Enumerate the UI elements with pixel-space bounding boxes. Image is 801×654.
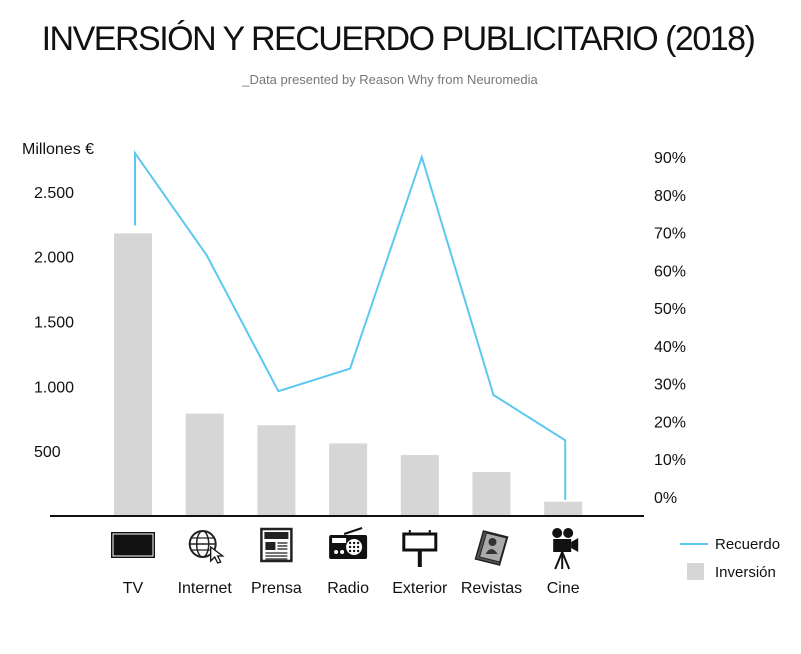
left-tick-label: 1.500	[34, 315, 74, 332]
bar-prensa	[257, 425, 296, 516]
right-tick-label: 0%	[654, 490, 677, 507]
radio-icon	[329, 527, 368, 559]
category-label-prensa: Prensa	[251, 580, 302, 597]
globe-cursor-icon	[188, 530, 225, 564]
film-camera-icon	[552, 528, 579, 570]
right-tick-label: 80%	[654, 188, 686, 205]
billboard-icon	[402, 530, 438, 567]
right-tick-label: 40%	[654, 339, 686, 356]
right-axis-ticks: 0% 10% 20% 30% 40% 50% 60% 70% 80% 90%	[654, 150, 686, 507]
category-label-radio: Radio	[327, 580, 369, 597]
category-label-exterior: Exterior	[392, 580, 448, 597]
right-tick-label: 30%	[654, 377, 686, 394]
right-tick-label: 20%	[654, 414, 686, 431]
bar-revistas	[472, 471, 511, 516]
right-tick-label: 90%	[654, 150, 686, 167]
left-tick-label: 2.500	[34, 185, 74, 202]
right-tick-label: 10%	[654, 452, 686, 469]
legend-label-recuerdo: Recuerdo	[715, 536, 780, 553]
left-tick-label: 2.000	[34, 250, 74, 267]
right-tick-label: 50%	[654, 301, 686, 318]
legend: Recuerdo Inversión	[680, 536, 780, 581]
bar-tv	[114, 233, 152, 516]
left-axis-label: Millones €	[22, 141, 94, 158]
bar-internet	[185, 413, 224, 516]
tv-icon	[111, 532, 155, 558]
chart-subtitle: _Data presented by Reason Why from Neuro…	[241, 72, 538, 87]
category-labels: TV Internet Prensa Radio Exterior Revistas Cin…	[123, 580, 580, 597]
bar-series	[114, 233, 583, 516]
bar-exterior	[400, 455, 439, 516]
legend-label-inversion: Inversión	[715, 564, 776, 581]
left-tick-label: 1.000	[34, 379, 74, 396]
right-tick-label: 70%	[654, 226, 686, 243]
magazine-icon	[474, 530, 509, 566]
category-label-revistas: Revistas	[461, 580, 522, 597]
category-label-cine: Cine	[547, 580, 580, 597]
legend-swatch-inversion	[687, 563, 704, 580]
line-series	[134, 150, 567, 500]
category-label-tv: TV	[123, 580, 144, 597]
newspaper-icon	[260, 527, 293, 563]
category-label-internet: Internet	[178, 580, 233, 597]
chart-title: INVERSIÓN Y RECUERDO PUBLICITARIO (2018)	[42, 20, 755, 58]
right-tick-label: 60%	[654, 263, 686, 280]
bar-cine	[544, 501, 583, 516]
bar-radio	[329, 443, 368, 516]
left-axis-ticks: 500 1.000 1.500 2.000 2.500	[34, 185, 74, 461]
category-icons	[111, 527, 579, 570]
left-tick-label: 500	[34, 444, 61, 461]
